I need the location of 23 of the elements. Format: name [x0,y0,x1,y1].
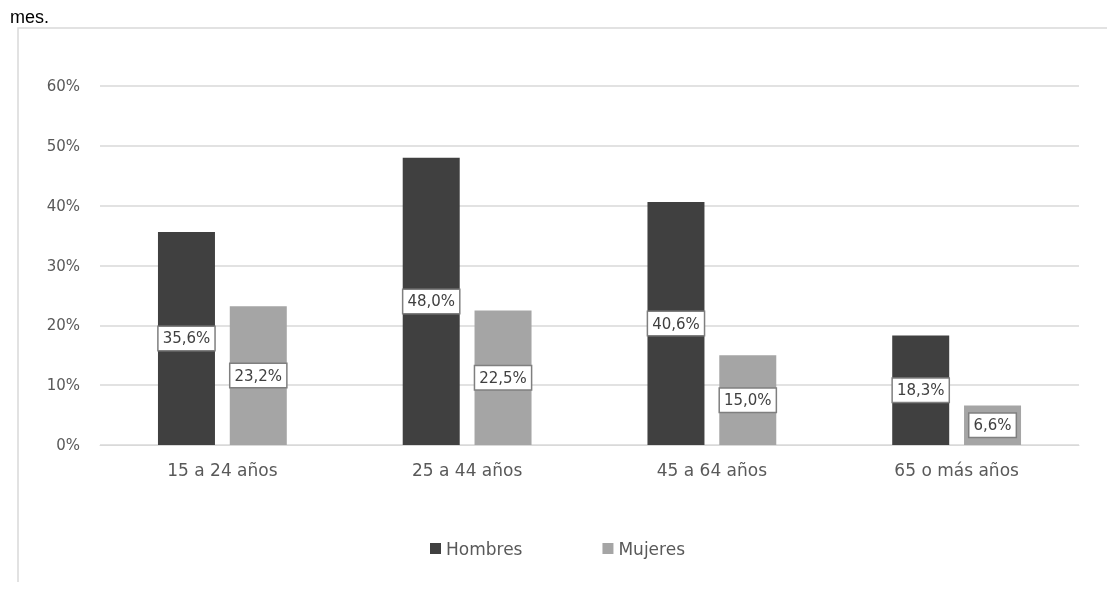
y-tick-label: 10% [46,376,80,395]
y-tick-label: 40% [46,196,80,215]
x-tick-label: 25 a 44 años [411,459,523,480]
data-label: 40,6% [652,314,700,333]
text: mes. [10,7,50,27]
y-tick-label: 30% [46,256,80,275]
x-tick-label: 15 a 24 años [167,459,278,480]
legend-label: Mujeres [618,538,686,559]
data-label: 48,0% [407,292,456,311]
bar [402,157,460,445]
data-label: 18,3% [896,381,945,400]
y-tick-label: 60% [46,77,80,95]
legend-label: Hombres [445,538,523,559]
data-label: 6,6% [973,416,1012,435]
data-label: 22,5% [479,368,527,387]
x-tick-label: 45 a 64 años [656,459,768,480]
data-label: 15,0% [723,391,772,410]
y-tick-label: 50% [46,136,80,155]
data-label: 35,6% [162,329,211,348]
y-tick-label: 20% [46,316,80,335]
x-tick-label: 65 o más años [894,459,1020,480]
data-label: 23,2% [234,366,283,385]
y-tick-label: 0% [56,436,80,454]
